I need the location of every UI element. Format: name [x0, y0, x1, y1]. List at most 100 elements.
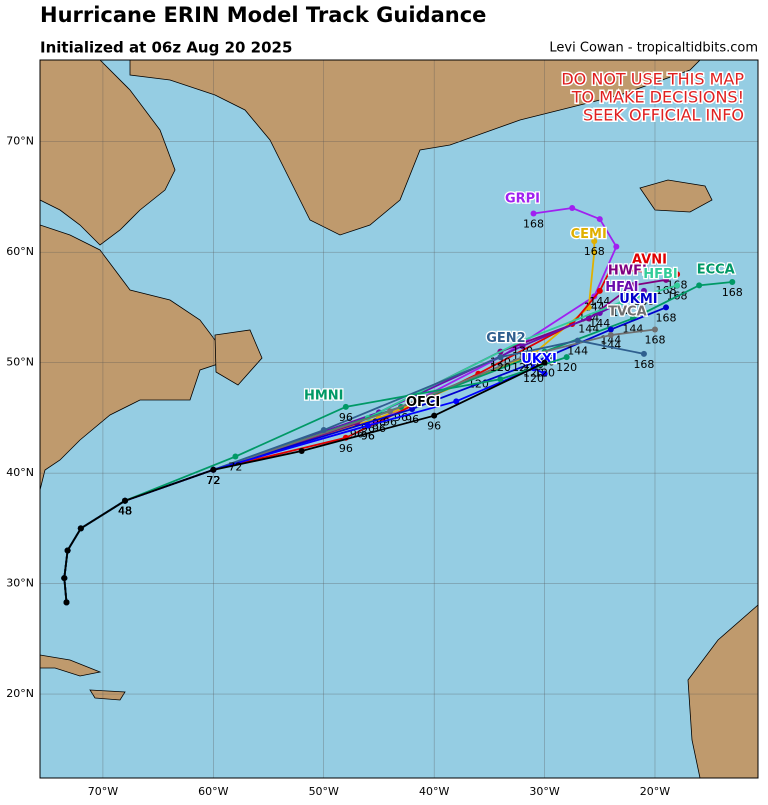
hour-label: 72 [206, 474, 220, 487]
track-point [497, 354, 504, 361]
track-point [453, 398, 460, 405]
track-point [232, 453, 239, 460]
track-point [541, 370, 548, 377]
model-label: CEMI [571, 227, 607, 242]
hour-label: 72 [206, 474, 220, 487]
hour-label: 96 [339, 442, 353, 455]
hour-label: 72 [206, 474, 220, 487]
hour-label: 48 [118, 505, 132, 518]
hour-label: 144 [567, 345, 588, 358]
track-point [618, 298, 625, 305]
track-point [342, 403, 349, 410]
track-point [596, 287, 603, 294]
hour-label: 96 [339, 411, 353, 424]
model-label: HMNI [304, 388, 344, 403]
model-label: HWFI [608, 263, 647, 278]
model-label: HFAI [605, 280, 638, 295]
model-label: OFCI [406, 395, 440, 410]
track-point [387, 408, 394, 415]
title: Hurricane ERIN Model Track Guidance [40, 3, 486, 27]
track-point [61, 575, 68, 582]
track-point [530, 359, 537, 366]
hour-label: 72 [206, 474, 220, 487]
hour-label: 96 [427, 420, 441, 433]
hour-label: 168 [633, 358, 654, 371]
map-frame [39, 59, 759, 779]
track-point [497, 376, 504, 383]
hour-label: 168 [633, 295, 654, 308]
hour-label: 72 [206, 474, 220, 487]
hour-label: 120 [534, 367, 555, 380]
hour-label: 168 [644, 334, 665, 347]
hour-label: 48 [118, 505, 132, 518]
hour-label: 72 [206, 474, 220, 487]
lon-tick-label: 40°W [419, 785, 449, 798]
track-point [607, 326, 614, 333]
hour-label: 48 [118, 505, 132, 518]
model-label: HFBI [643, 267, 678, 282]
hour-label: 120 [523, 372, 544, 385]
hour-label: 48 [118, 505, 132, 518]
lon-tick-label: 30°W [529, 785, 559, 798]
lon-tick-label: 60°W [198, 785, 228, 798]
track-point [591, 249, 598, 256]
model-label: ECCA [697, 262, 735, 277]
model-label: TVCA [608, 304, 647, 319]
lon-tick-label: 70°W [88, 785, 118, 798]
track-point [674, 271, 681, 278]
track-point [607, 332, 614, 339]
hour-label: 48 [118, 505, 132, 518]
track-point [63, 599, 70, 606]
lat-tick-label: 60°N [6, 245, 34, 258]
hour-label: 120 [556, 361, 577, 374]
track-point [519, 354, 526, 361]
track-point [696, 282, 703, 289]
track-point [77, 525, 84, 532]
track-point [729, 279, 736, 286]
track-point [519, 343, 526, 350]
track-point [409, 406, 416, 413]
track-point [320, 427, 327, 434]
track-point [663, 304, 670, 311]
hour-label: 48 [118, 505, 132, 518]
track-point [563, 354, 570, 361]
hour-label: 120 [490, 361, 511, 374]
model-label: UKMI [619, 292, 657, 307]
hour-label: 48 [118, 505, 132, 518]
model-label: GEN2 [486, 331, 525, 346]
hour-label: 168 [523, 218, 544, 231]
hour-label: 144 [611, 306, 632, 319]
track-point [651, 326, 658, 333]
lat-tick-label: 40°N [6, 466, 34, 479]
track-point [431, 412, 438, 419]
track-point [640, 350, 647, 357]
warning-text: SEEK OFFICIAL INFO [583, 106, 744, 125]
track-point [574, 337, 581, 344]
track-point [674, 282, 681, 289]
hour-label: 48 [118, 505, 132, 518]
track-point [596, 216, 603, 223]
track-point [541, 359, 548, 366]
track-point [298, 448, 305, 455]
model-label: GRPI [505, 192, 540, 207]
hour-label: 168 [656, 311, 677, 324]
hour-label: 72 [206, 474, 220, 487]
hour-label: 48 [118, 505, 132, 518]
land [40, 60, 758, 778]
track-point [640, 287, 647, 294]
lat-tick-label: 30°N [6, 577, 34, 590]
hour-label: 168 [584, 245, 605, 258]
hour-label: 144 [589, 317, 610, 330]
hour-label: 48 [118, 505, 132, 518]
hour-label: 48 [118, 505, 132, 518]
hour-label: 72 [206, 474, 220, 487]
hour-label: 144 [589, 295, 610, 308]
hour-label: 72 [206, 474, 220, 487]
track-point [569, 205, 576, 212]
track-point [663, 276, 670, 283]
warning-text: DO NOT USE THIS MAP [561, 70, 744, 89]
hour-label: 72 [206, 474, 220, 487]
track-point [629, 282, 636, 289]
lat-tick-label: 20°N [6, 687, 34, 700]
